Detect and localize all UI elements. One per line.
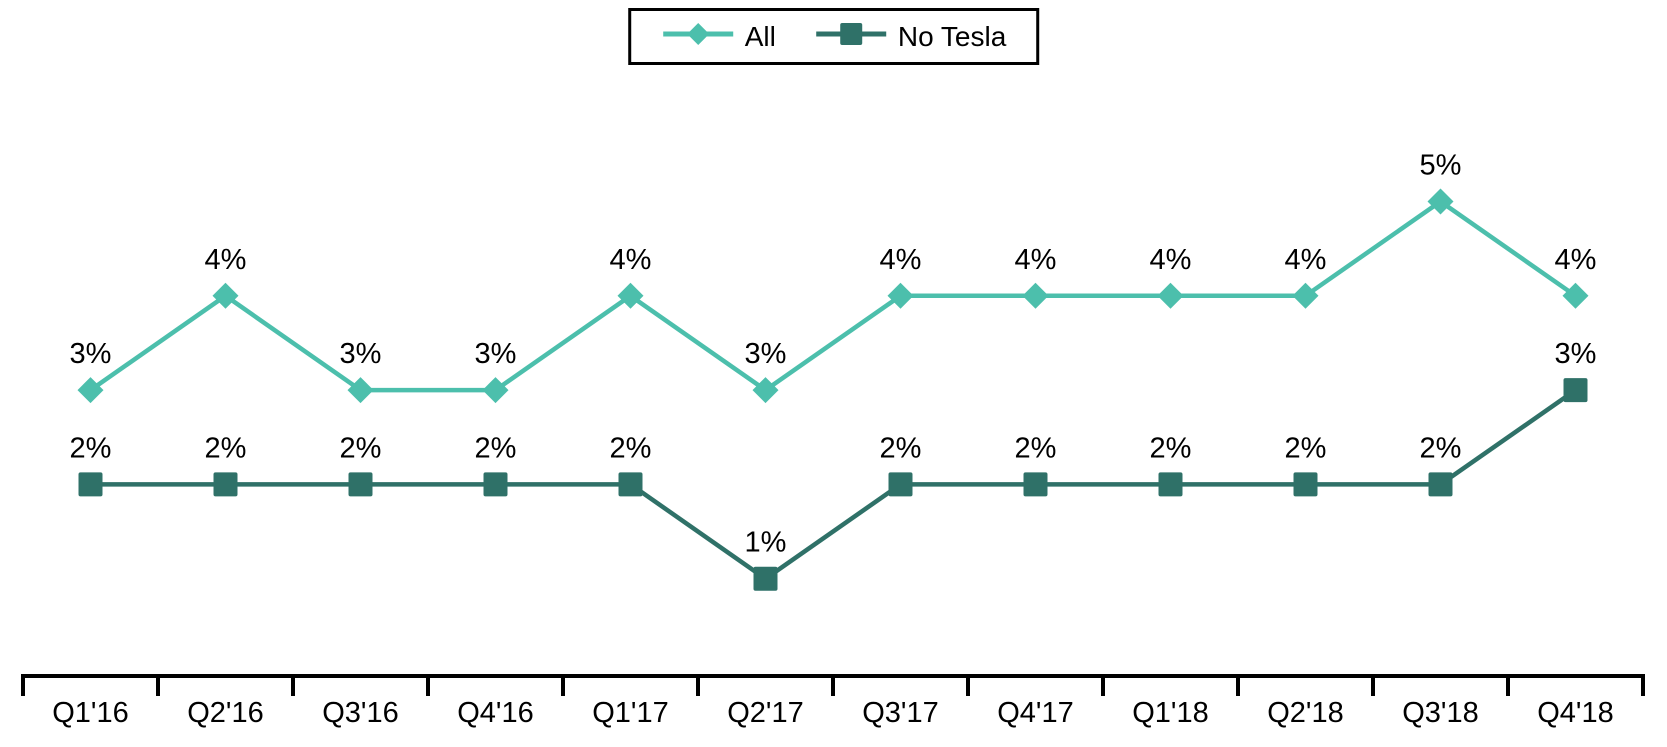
data-point-label-no-tesla: 2% <box>1420 432 1462 464</box>
data-point-marker-all <box>1427 188 1454 215</box>
data-point-label-all: 4% <box>1015 244 1057 276</box>
data-point-marker-no-tesla <box>1428 472 1453 497</box>
data-point-label-all: 3% <box>70 338 112 370</box>
x-tick-label: Q4'16 <box>457 697 533 729</box>
x-tick-label: Q4'18 <box>1537 697 1613 729</box>
data-point-marker-all <box>482 377 509 404</box>
data-point-label-no-tesla: 2% <box>1150 432 1192 464</box>
data-point-label-all: 4% <box>1285 244 1327 276</box>
data-point-label-no-tesla: 2% <box>475 432 517 464</box>
x-tick-label: Q1'17 <box>592 697 668 729</box>
x-tick-label: Q3'18 <box>1402 697 1478 729</box>
data-point-marker-all <box>347 377 374 404</box>
data-point-label-no-tesla: 2% <box>880 432 922 464</box>
data-point-marker-all <box>1292 282 1319 309</box>
x-tick-label: Q1'16 <box>52 697 128 729</box>
data-point-label-all: 3% <box>475 338 517 370</box>
legend-line-square-icon <box>814 20 888 53</box>
x-tick-label: Q2'18 <box>1267 697 1343 729</box>
data-point-label-no-tesla: 2% <box>610 432 652 464</box>
data-point-label-all: 4% <box>1555 244 1597 276</box>
data-point-marker-no-tesla <box>753 566 778 591</box>
data-point-label-no-tesla: 2% <box>1015 432 1057 464</box>
series-line-no-tesla <box>90 388 1577 582</box>
x-tick-label: Q3'17 <box>862 697 938 729</box>
data-point-marker-all <box>617 282 644 309</box>
series-line-all <box>89 198 1577 393</box>
data-point-label-no-tesla: 2% <box>70 432 112 464</box>
x-tick-label: Q1'18 <box>1132 697 1208 729</box>
data-point-marker-no-tesla <box>1293 472 1318 497</box>
data-point-label-all: 5% <box>1420 150 1462 182</box>
data-point-label-all: 3% <box>745 338 787 370</box>
legend-label-no-tesla: No Tesla <box>897 20 1007 52</box>
data-point-marker-no-tesla <box>888 472 913 497</box>
data-point-label-all: 3% <box>340 338 382 370</box>
data-point-label-no-tesla: 1% <box>745 527 787 559</box>
x-tick-label: Q4'17 <box>997 697 1073 729</box>
data-point-marker-no-tesla <box>618 472 643 497</box>
legend-item-no-tesla: No Tesla <box>814 20 1006 53</box>
legend-label-all: All <box>744 20 776 52</box>
data-point-marker-no-tesla <box>483 472 508 497</box>
data-point-marker-no-tesla <box>213 472 238 497</box>
data-point-marker-no-tesla <box>1563 378 1588 403</box>
data-point-label-no-tesla: 2% <box>340 432 382 464</box>
data-point-marker-no-tesla <box>1158 472 1183 497</box>
data-point-marker-all <box>1157 282 1184 309</box>
data-point-label-no-tesla: 3% <box>1555 338 1597 370</box>
data-point-label-no-tesla: 2% <box>205 432 247 464</box>
x-tick-label: Q2'17 <box>727 697 803 729</box>
x-tick-label: Q2'16 <box>187 697 263 729</box>
data-point-label-all: 4% <box>880 244 922 276</box>
data-point-label-no-tesla: 2% <box>1285 432 1327 464</box>
data-point-marker-all <box>1562 282 1589 309</box>
data-point-marker-no-tesla <box>1023 472 1048 497</box>
data-point-label-all: 4% <box>610 244 652 276</box>
data-point-marker-no-tesla <box>348 472 373 497</box>
data-point-marker-all <box>1022 282 1049 309</box>
data-point-label-all: 4% <box>1150 244 1192 276</box>
data-point-marker-no-tesla <box>78 472 103 497</box>
data-point-marker-all <box>887 282 914 309</box>
data-point-marker-all <box>212 282 239 309</box>
data-point-marker-all <box>77 377 104 404</box>
data-point-marker-all <box>752 377 779 404</box>
chart-legend: All No Tesla <box>627 8 1040 65</box>
legend-item-all: All <box>661 20 776 53</box>
x-tick-label: Q3'16 <box>322 697 398 729</box>
legend-line-diamond-icon <box>661 20 735 53</box>
data-point-label-all: 4% <box>205 244 247 276</box>
